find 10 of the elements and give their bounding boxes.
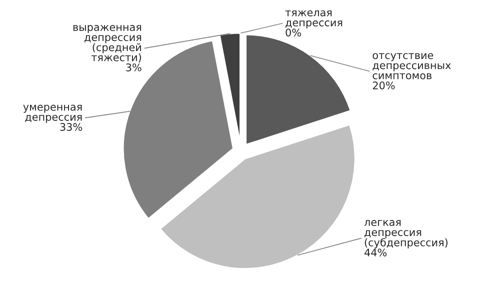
slice-label: легкая депрессия (субдепрессия) bbox=[364, 220, 448, 248]
slice-label: умеренная депрессия bbox=[23, 104, 82, 123]
text: 0% bbox=[286, 28, 301, 36]
slice-label: отсутствие депрессивных симптомов bbox=[372, 53, 451, 80]
category-label: тяжелая депрессия bbox=[285, 10, 342, 28]
data-label: 20% bbox=[372, 81, 395, 90]
data-label: 44% bbox=[364, 248, 387, 256]
data-label: 3% bbox=[126, 63, 142, 72]
slice-label: выраженная депрессия (средней тяжести) bbox=[73, 25, 142, 62]
data-label: 33% bbox=[60, 123, 82, 131]
